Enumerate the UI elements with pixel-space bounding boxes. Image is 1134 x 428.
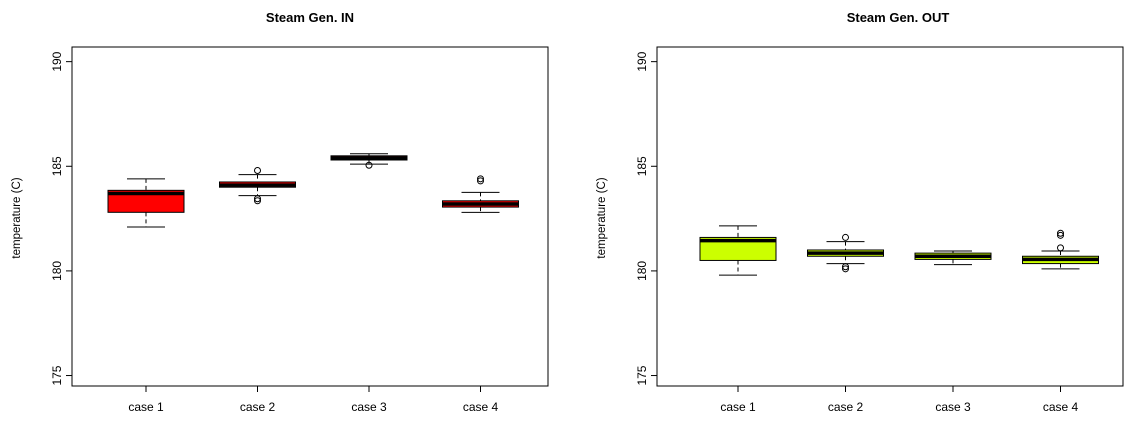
box: [107, 189, 185, 213]
chart-title-out: Steam Gen. OUT: [847, 10, 950, 25]
plot-area-out: 175 180 185 190 case 1 case 2 case 3 case 4: [635, 51, 1099, 414]
outlier-point: [477, 177, 484, 185]
panel-steam-gen-out: Steam Gen. OUT temperature (C) 175 180 185…: [596, 10, 1124, 414]
plot-area-in: 175 180 185 190 case 1 case 2 case 3 case 4: [50, 51, 519, 414]
outlier-point: [1057, 231, 1064, 239]
x-tick-label: case 4: [463, 400, 499, 414]
outlier-point: [365, 161, 373, 169]
y-tick-label: 175: [50, 365, 64, 385]
y-axis-label-out: temperature (C): [596, 177, 608, 258]
panel-steam-gen-in: Steam Gen. IN temperature (C) 1751801851…: [11, 10, 549, 414]
outlier-point: [254, 166, 261, 174]
y-axis-label-in: temperature (C): [11, 177, 23, 258]
outlier-point: [1057, 244, 1064, 252]
chart-title-in: Steam Gen. IN: [266, 10, 354, 25]
outlier-point: [842, 265, 849, 273]
outlier-point: [254, 197, 261, 205]
plot-frame-in: [71, 46, 549, 387]
outlier-point: [1057, 229, 1064, 237]
outlier-point: [254, 195, 261, 203]
x-tick-label: case 2: [240, 400, 276, 414]
outlier-point: [842, 263, 849, 271]
plot-frame-out: [656, 46, 1124, 387]
x-tick-label: case 3: [935, 400, 971, 414]
box: [699, 236, 777, 261]
y-tick-label: 180: [50, 261, 64, 281]
x-tick-label: case 4: [1043, 400, 1079, 414]
y-tick-label: 190: [635, 51, 649, 71]
outlier-point: [477, 175, 484, 183]
y-tick-label: 185: [50, 156, 64, 176]
x-tick-label: case 1: [128, 400, 164, 414]
y-tick-label: 185: [635, 156, 649, 176]
y-tick-label: 180: [635, 261, 649, 281]
x-tick-label: case 3: [351, 400, 387, 414]
x-tick-label: case 2: [828, 400, 864, 414]
y-tick-label: 190: [50, 51, 64, 71]
x-tick-label: case 1: [720, 400, 756, 414]
y-tick-label: 175: [635, 365, 649, 385]
outlier-point: [842, 233, 849, 241]
